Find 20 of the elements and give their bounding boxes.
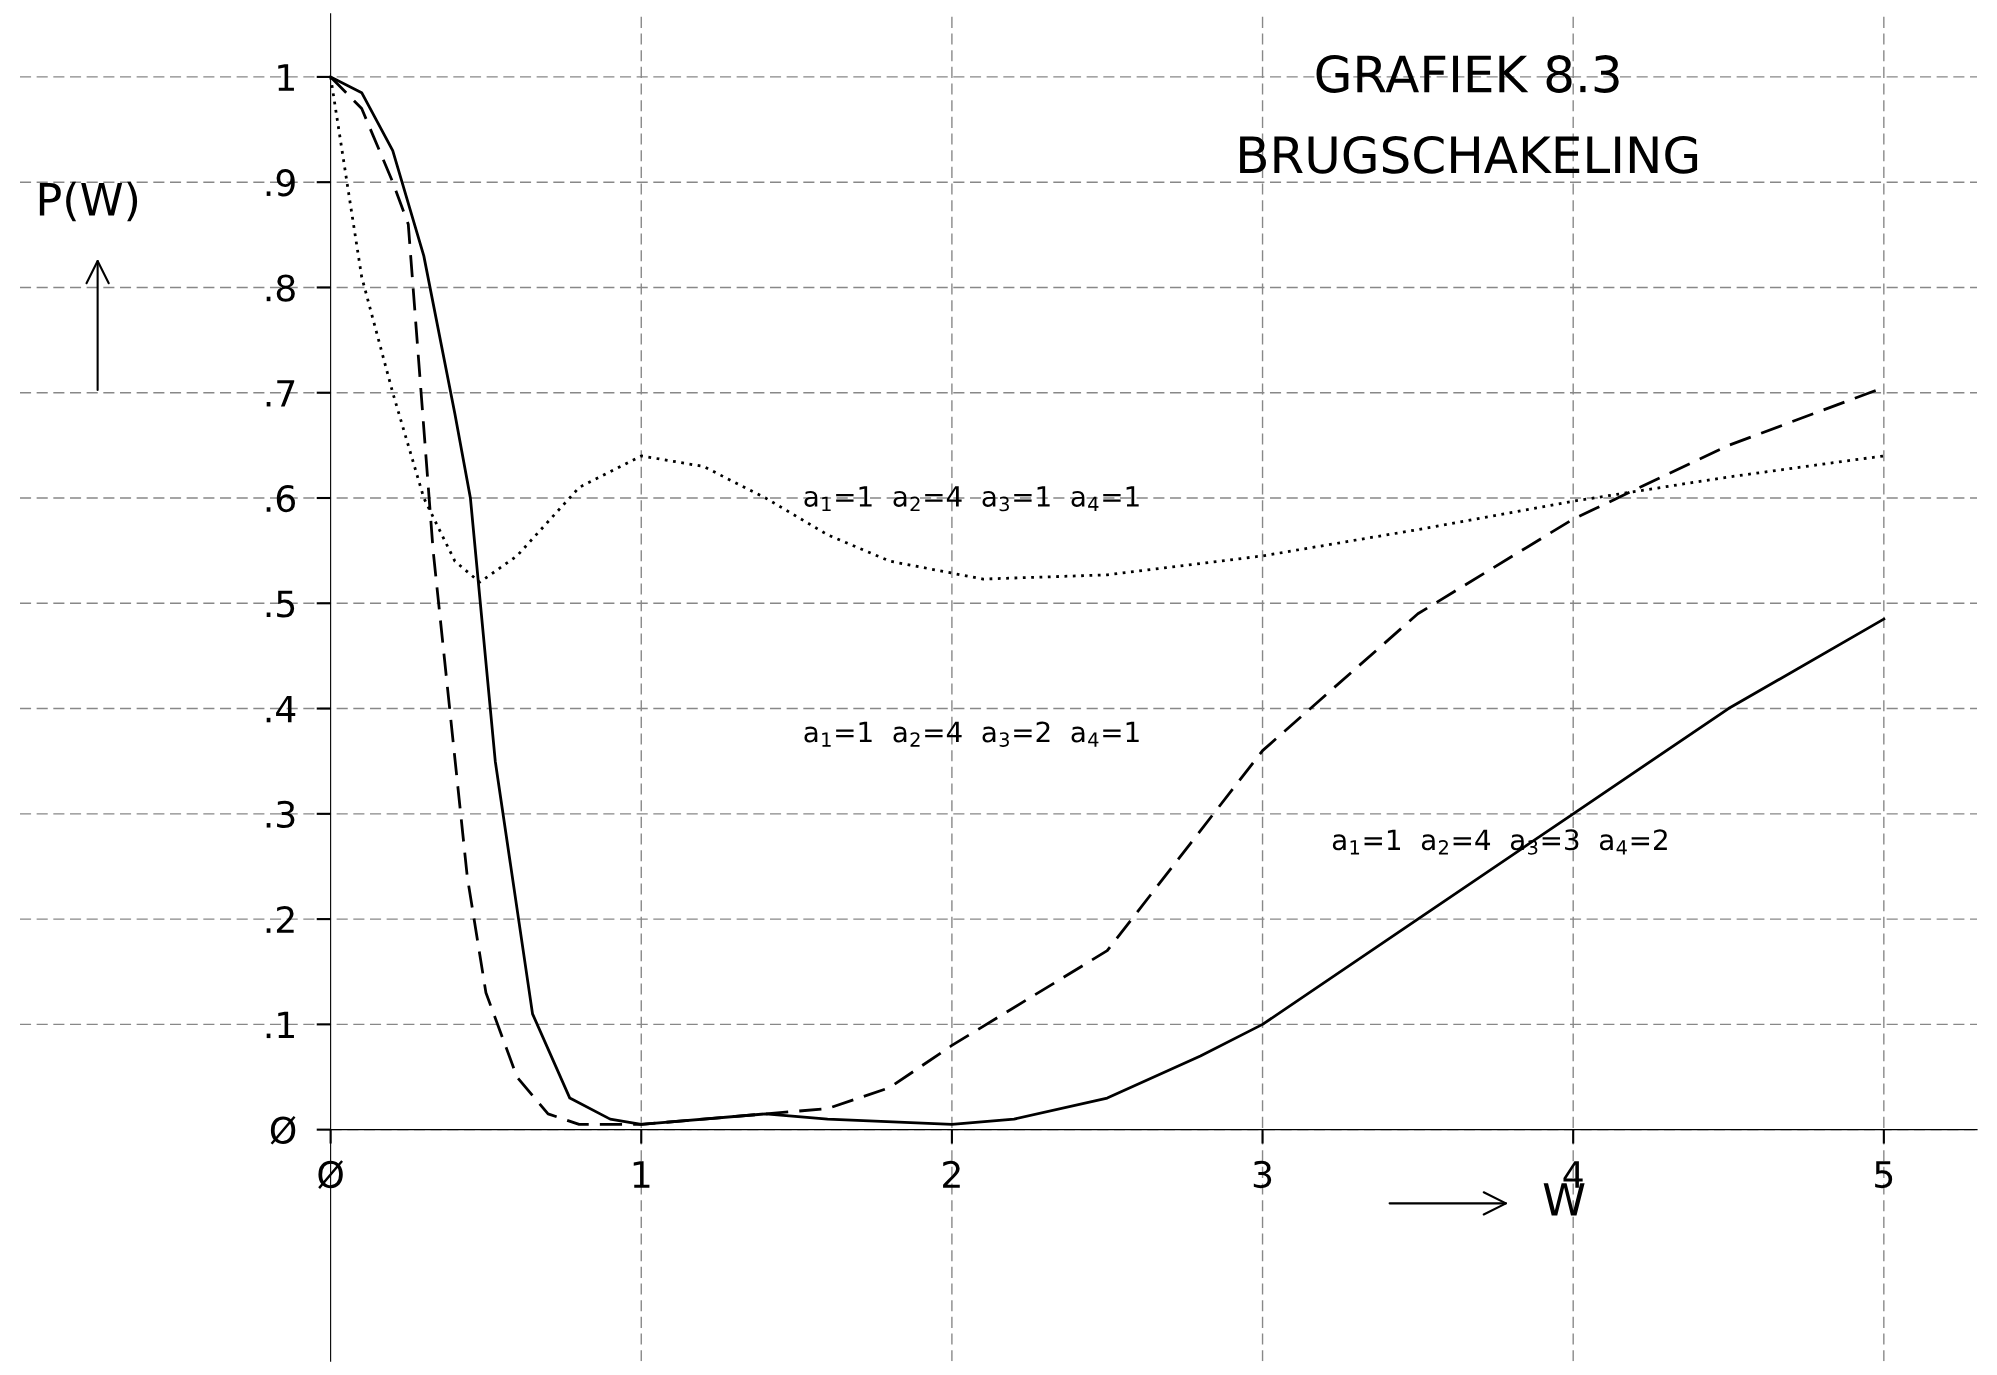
x-tick-label: 2 bbox=[943, 1160, 960, 1188]
y-tick-label: .6 bbox=[266, 484, 296, 513]
text: BRUGSCHAKELING bbox=[1240, 135, 1698, 174]
text: GRAFIEK 8.3 bbox=[1316, 55, 1619, 93]
y-tick-label: Ø bbox=[270, 1115, 296, 1145]
y-tick-label: .7 bbox=[266, 380, 295, 407]
y-tick-label: .4 bbox=[266, 695, 296, 723]
text: a$_{1}$=1 a$_{2}$=4 a$_{3}$=1 a$_{4}$=1 bbox=[804, 486, 1139, 512]
x-tick-label: 1 bbox=[633, 1161, 650, 1188]
y-tick-label: .5 bbox=[266, 590, 295, 618]
y-axis-title: P(W) bbox=[39, 181, 138, 222]
y-tick-label: .9 bbox=[266, 169, 295, 197]
x-tick-label: 5 bbox=[1875, 1161, 1893, 1189]
y-tick-label: .1 bbox=[266, 1011, 294, 1039]
y-tick-label: 1 bbox=[278, 64, 294, 91]
y-tick-label: .2 bbox=[266, 906, 294, 933]
text: a$_{1}$=1 a$_{2}$=4 a$_{3}$=2 a$_{4}$=1 bbox=[804, 721, 1139, 747]
y-tick-label: .8 bbox=[266, 274, 295, 302]
y-tick-label: .3 bbox=[266, 800, 295, 829]
x-tick-label: 3 bbox=[1253, 1160, 1272, 1189]
